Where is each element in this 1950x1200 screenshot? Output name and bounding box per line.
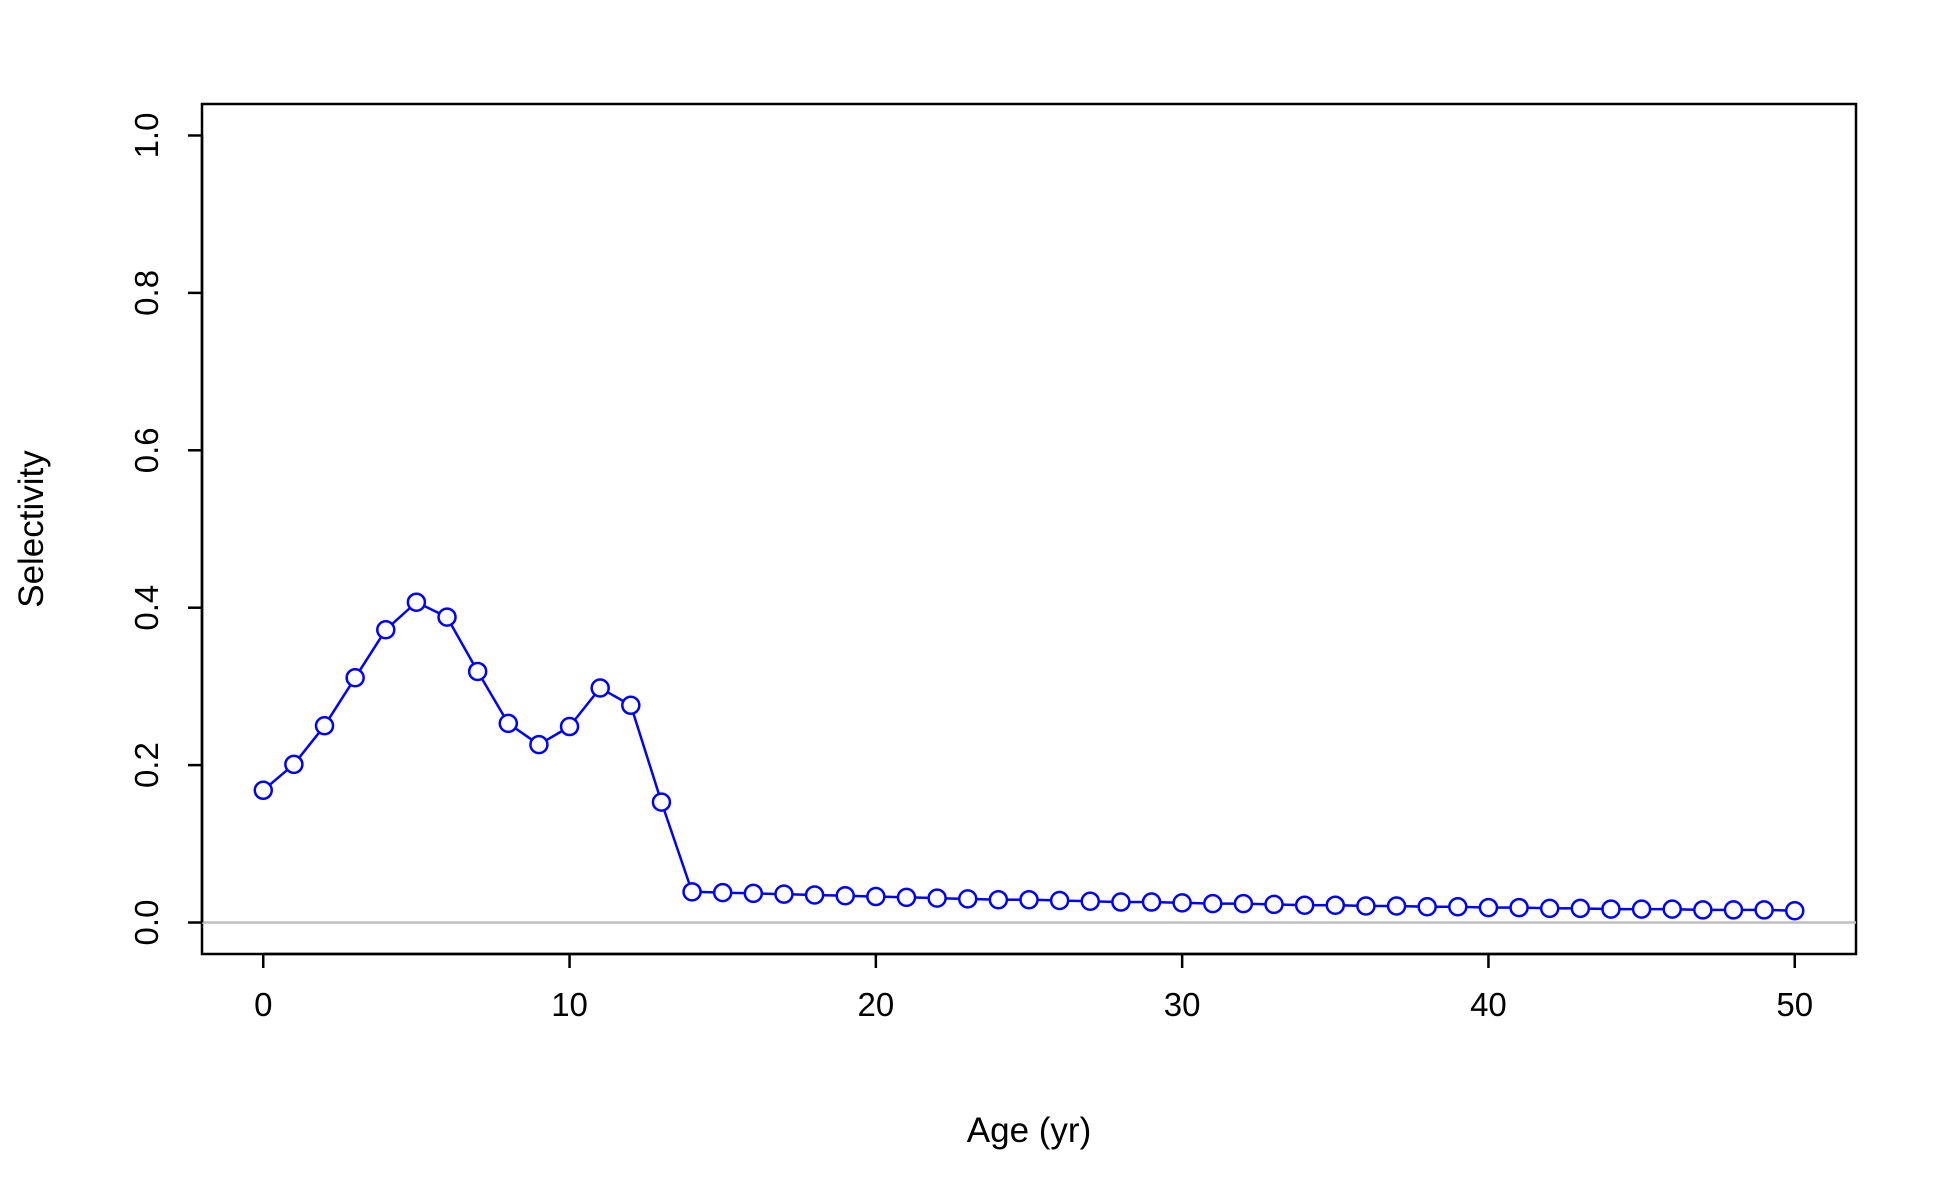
series-line-segment bbox=[423, 604, 440, 615]
data-point bbox=[437, 607, 457, 627]
data-point bbox=[590, 678, 610, 698]
data-point bbox=[1601, 899, 1621, 919]
data-point bbox=[835, 886, 855, 906]
data-point bbox=[376, 619, 396, 640]
data-point bbox=[1693, 900, 1713, 920]
data-point bbox=[774, 884, 794, 904]
y-tick-label: 0.6 bbox=[128, 427, 165, 473]
series-line-segment bbox=[268, 768, 289, 786]
data-point bbox=[1478, 897, 1499, 918]
data-point bbox=[866, 886, 886, 907]
x-tick-label: 30 bbox=[1164, 986, 1201, 1023]
series-line-segment bbox=[358, 636, 383, 672]
data-point bbox=[927, 888, 947, 908]
data-point bbox=[988, 889, 1009, 910]
data-point bbox=[651, 792, 672, 812]
x-tick-label: 20 bbox=[857, 986, 894, 1023]
data-point bbox=[345, 668, 365, 688]
data-point bbox=[1019, 889, 1039, 910]
data-point bbox=[1264, 894, 1284, 915]
data-point bbox=[1570, 898, 1591, 919]
data-point bbox=[529, 734, 549, 755]
data-point bbox=[1784, 900, 1805, 921]
series-line-segment bbox=[391, 606, 411, 625]
data-point bbox=[1080, 891, 1101, 912]
series-line-segment bbox=[632, 713, 661, 795]
data-point bbox=[1386, 896, 1407, 916]
series-line-segment bbox=[606, 691, 625, 703]
data-point bbox=[1203, 893, 1223, 914]
data-point bbox=[712, 882, 733, 903]
series-line-segment bbox=[480, 678, 506, 717]
data-point bbox=[498, 713, 519, 734]
data-point bbox=[957, 889, 978, 909]
plot-frame bbox=[200, 102, 1858, 956]
data-point bbox=[1448, 897, 1468, 917]
series-layer bbox=[253, 592, 1805, 921]
data-point bbox=[743, 883, 764, 904]
x-tick-label: 40 bbox=[1470, 986, 1507, 1023]
series-line-segment bbox=[450, 623, 475, 665]
x-axis-label: Age (yr) bbox=[967, 1111, 1091, 1150]
series-line-segment bbox=[663, 809, 691, 885]
series-line-segment bbox=[573, 693, 596, 721]
series-line-segment bbox=[545, 729, 563, 742]
y-axis-label: Selectivity bbox=[12, 450, 51, 608]
x-tick-label: 50 bbox=[1776, 986, 1813, 1023]
y-tick-label: 0.0 bbox=[128, 900, 165, 946]
x-axis: 0 10 20 30 40 50 bbox=[254, 952, 1813, 1023]
data-point bbox=[1325, 895, 1346, 915]
x-tick-label: 10 bbox=[551, 986, 588, 1023]
data-point bbox=[1509, 897, 1529, 918]
data-point bbox=[1754, 900, 1774, 920]
series-line-segment bbox=[328, 684, 352, 720]
data-point bbox=[406, 592, 427, 612]
data-point bbox=[314, 716, 335, 736]
x-tick-label: 0 bbox=[254, 986, 272, 1023]
y-tick-label: 0.2 bbox=[128, 742, 165, 788]
data-point bbox=[1049, 890, 1070, 911]
data-point bbox=[1172, 893, 1192, 913]
data-point bbox=[1417, 897, 1437, 917]
y-axis: 0.0 0.2 0.4 0.6 0.8 1.0 bbox=[128, 113, 204, 946]
series-line-segment bbox=[298, 731, 321, 759]
data-point bbox=[1111, 892, 1131, 912]
data-point bbox=[467, 661, 488, 682]
data-point bbox=[804, 885, 825, 905]
data-point bbox=[1631, 899, 1652, 919]
data-point bbox=[1539, 898, 1560, 919]
data-point bbox=[559, 716, 580, 737]
data-point bbox=[253, 780, 274, 801]
data-point bbox=[896, 887, 917, 908]
y-tick-label: 0.8 bbox=[128, 270, 165, 316]
data-point bbox=[1233, 893, 1254, 914]
y-tick-label: 1.0 bbox=[128, 113, 165, 159]
series-line-segment bbox=[514, 727, 533, 741]
data-point bbox=[682, 882, 702, 902]
y-tick-label: 0.4 bbox=[128, 585, 165, 631]
data-point bbox=[621, 695, 641, 716]
data-point bbox=[1294, 895, 1315, 915]
data-point bbox=[1356, 896, 1376, 916]
data-point bbox=[1141, 892, 1162, 912]
data-point bbox=[1662, 899, 1682, 919]
data-point bbox=[284, 754, 304, 775]
data-point bbox=[1723, 900, 1744, 920]
